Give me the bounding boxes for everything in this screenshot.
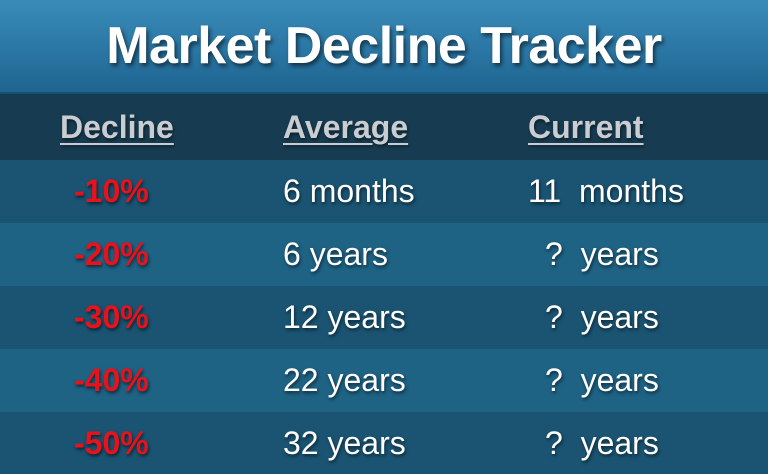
title-bar: Market Decline Tracker <box>0 0 768 94</box>
header-current: Current <box>528 108 644 145</box>
table-header: Decline Average Current <box>0 94 768 160</box>
table-row: -20% 6 years ? years <box>0 223 768 286</box>
decline-value: -50% <box>74 425 149 461</box>
decline-value: -30% <box>74 299 149 335</box>
decline-value: -40% <box>74 362 149 398</box>
current-value: ? years <box>545 425 659 461</box>
current-value: ? years <box>545 299 659 335</box>
average-value: 32 years <box>283 425 406 461</box>
average-value: 6 years <box>283 236 388 272</box>
table-row: -50% 32 years ? years <box>0 412 768 474</box>
header-decline: Decline <box>60 108 174 145</box>
decline-value: -10% <box>74 173 149 209</box>
table-row: -10% 6 months 11 months <box>0 160 768 223</box>
table-row: -40% 22 years ? years <box>0 349 768 412</box>
header-average: Average <box>283 108 409 145</box>
current-value: ? years <box>545 362 659 398</box>
average-value: 6 months <box>283 173 415 209</box>
average-value: 12 years <box>283 299 406 335</box>
table-row: -30% 12 years ? years <box>0 286 768 349</box>
current-value: 11 months <box>528 173 684 209</box>
average-value: 22 years <box>283 362 406 398</box>
decline-value: -20% <box>74 236 149 272</box>
page-title: Market Decline Tracker <box>106 17 662 75</box>
current-value: ? years <box>545 236 659 272</box>
